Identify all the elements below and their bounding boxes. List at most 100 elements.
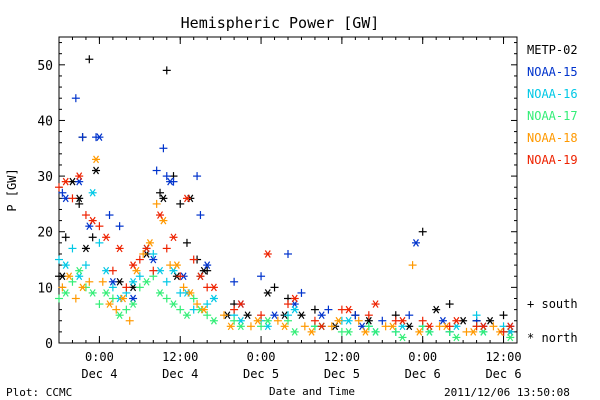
data-point-north bbox=[182, 194, 191, 203]
data-point-north bbox=[270, 311, 279, 320]
data-point-south bbox=[327, 322, 336, 331]
x-tick-time-label: 0:00 bbox=[247, 350, 276, 364]
data-point-north bbox=[263, 316, 272, 325]
data-point-north bbox=[411, 239, 420, 247]
data-point-south bbox=[462, 327, 471, 336]
data-point-north bbox=[115, 311, 124, 320]
data-point-south bbox=[378, 316, 387, 325]
data-point-south bbox=[162, 172, 171, 181]
data-point-north bbox=[58, 272, 67, 281]
data-point-south bbox=[310, 305, 319, 314]
data-point-north bbox=[209, 294, 218, 303]
y-tick-label: 10 bbox=[37, 281, 53, 296]
data-point-south bbox=[405, 311, 414, 320]
legend-entry: NOAA-19 bbox=[527, 153, 578, 167]
data-point-south bbox=[176, 272, 185, 281]
data-point-south bbox=[159, 144, 168, 153]
data-point-south bbox=[257, 272, 266, 281]
data-point-south bbox=[55, 294, 63, 303]
data-point-south bbox=[55, 183, 63, 192]
data-point-south bbox=[98, 277, 107, 286]
data-point-south bbox=[139, 249, 148, 258]
data-point-north bbox=[334, 316, 343, 325]
data-point-south bbox=[435, 322, 444, 331]
data-point-south bbox=[71, 294, 80, 303]
data-point-south bbox=[68, 277, 77, 286]
legend-entry: NOAA-15 bbox=[527, 65, 578, 79]
data-point-south bbox=[75, 199, 84, 208]
data-point-south bbox=[162, 294, 171, 303]
data-point-north bbox=[297, 311, 306, 320]
data-point-south bbox=[152, 166, 161, 175]
data-point-north bbox=[169, 233, 178, 242]
data-point-south bbox=[85, 277, 94, 286]
data-point-south bbox=[324, 305, 333, 314]
data-point-north bbox=[102, 233, 111, 242]
data-point-south bbox=[257, 322, 266, 331]
data-point-south bbox=[284, 316, 292, 325]
data-point-north bbox=[95, 133, 104, 141]
data-point-north bbox=[398, 333, 407, 342]
data-point-south bbox=[310, 316, 319, 325]
data-point-north bbox=[486, 316, 495, 325]
data-point-north bbox=[203, 261, 212, 269]
data-point-north bbox=[388, 322, 397, 331]
data-point-south bbox=[354, 316, 363, 325]
data-point-north bbox=[226, 322, 235, 331]
y-axis-label: P [GW] bbox=[5, 168, 19, 211]
data-point-north bbox=[169, 300, 178, 308]
data-point-north bbox=[236, 300, 245, 308]
data-point-north bbox=[243, 311, 252, 320]
data-point-south bbox=[220, 311, 229, 320]
data-point-north bbox=[371, 328, 380, 336]
data-point-north bbox=[452, 333, 461, 342]
data-point-south bbox=[149, 266, 158, 275]
data-point-south bbox=[445, 300, 454, 309]
data-point-south bbox=[135, 255, 144, 264]
y-tick-label: 30 bbox=[37, 170, 53, 185]
data-point-north bbox=[506, 322, 515, 331]
data-point-north bbox=[142, 277, 151, 286]
data-point-south bbox=[381, 322, 390, 331]
data-point-south bbox=[78, 133, 87, 142]
data-point-south bbox=[284, 249, 292, 258]
data-point-south bbox=[162, 277, 171, 286]
data-point-north bbox=[142, 244, 151, 253]
data-point-north bbox=[344, 328, 353, 336]
data-point-north bbox=[88, 188, 97, 197]
data-point-north bbox=[371, 300, 380, 308]
north-label: north bbox=[541, 331, 578, 345]
data-point-south bbox=[193, 300, 202, 309]
data-point-north bbox=[459, 316, 468, 325]
x-tick-time-label: 0:00 bbox=[408, 350, 437, 364]
data-point-south bbox=[95, 222, 104, 231]
data-point-south bbox=[193, 172, 202, 181]
data-point-north bbox=[105, 300, 114, 308]
south-label: south bbox=[541, 297, 578, 311]
data-point-south bbox=[115, 222, 124, 231]
data-point-north bbox=[263, 250, 272, 258]
data-point-south bbox=[108, 266, 117, 275]
data-point-north bbox=[85, 222, 94, 231]
data-point-north bbox=[186, 289, 195, 297]
data-point-north bbox=[196, 272, 205, 281]
y-tick-label: 40 bbox=[37, 114, 53, 129]
data-point-south bbox=[364, 322, 373, 331]
data-point-south bbox=[499, 311, 508, 320]
data-point-south bbox=[152, 199, 161, 208]
data-point-south bbox=[122, 305, 131, 314]
data-point-north bbox=[425, 322, 434, 331]
data-point-north bbox=[253, 316, 262, 325]
data-point-north bbox=[115, 244, 124, 253]
x-tick-time-label: 0:00 bbox=[85, 350, 114, 364]
data-point-south bbox=[88, 233, 97, 242]
data-point-south bbox=[351, 311, 360, 320]
data-point-south bbox=[95, 300, 104, 309]
data-point-south bbox=[135, 272, 144, 281]
data-point-south bbox=[105, 211, 114, 220]
data-point-north bbox=[81, 244, 90, 253]
data-point-south bbox=[189, 255, 198, 264]
x-tick-date-label: Dec 5 bbox=[324, 367, 360, 381]
data-point-north bbox=[145, 239, 154, 247]
